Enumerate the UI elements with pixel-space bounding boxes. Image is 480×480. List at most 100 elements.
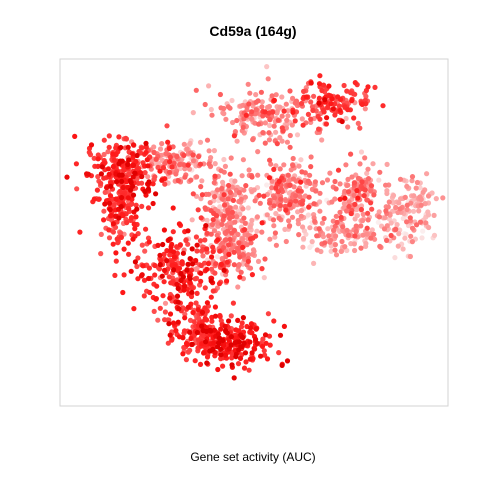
cell-point xyxy=(120,184,126,191)
cell-point xyxy=(319,87,325,94)
cell-point xyxy=(267,116,273,123)
cell-point xyxy=(102,201,108,207)
cell-point xyxy=(98,231,104,237)
cell-point xyxy=(385,204,391,210)
cell-point xyxy=(154,283,160,289)
cell-point xyxy=(278,196,284,202)
cell-point xyxy=(182,174,188,180)
cell-point xyxy=(262,120,268,126)
cell-point xyxy=(101,175,107,181)
cell-point xyxy=(164,123,170,129)
cell-point xyxy=(213,261,219,267)
cell-point xyxy=(139,145,145,151)
cell-point xyxy=(130,192,137,198)
cell-point xyxy=(252,346,258,352)
cell-point xyxy=(187,347,193,353)
cell-point xyxy=(272,230,278,236)
cell-point xyxy=(252,198,258,204)
cell-point xyxy=(353,229,359,235)
cell-point xyxy=(271,223,277,229)
cell-point xyxy=(416,208,422,214)
cell-point xyxy=(363,240,369,247)
cell-point xyxy=(275,117,281,123)
cell-point xyxy=(126,251,132,257)
cell-point xyxy=(334,219,340,225)
cell-point xyxy=(119,195,125,201)
cell-point xyxy=(158,257,164,263)
cell-point xyxy=(198,270,204,276)
cell-point xyxy=(202,205,208,211)
cell-point xyxy=(289,214,296,220)
cell-point xyxy=(290,155,296,162)
cell-point xyxy=(202,237,208,243)
cell-point xyxy=(219,196,225,202)
cell-point xyxy=(215,208,221,214)
cell-point xyxy=(229,355,235,361)
cell-point xyxy=(332,178,338,185)
cell-point xyxy=(215,366,221,373)
cell-point xyxy=(284,139,290,145)
cell-point xyxy=(124,220,130,226)
cell-point xyxy=(409,225,416,231)
cell-point xyxy=(308,154,314,160)
cell-point xyxy=(357,125,363,131)
cell-point xyxy=(261,193,267,199)
cell-point xyxy=(235,231,241,238)
cell-point xyxy=(208,231,214,237)
cell-point xyxy=(248,321,255,327)
cell-point xyxy=(95,174,101,180)
cell-point xyxy=(212,194,218,200)
cell-point xyxy=(116,215,122,221)
cell-point xyxy=(345,182,351,188)
cell-point xyxy=(240,124,246,130)
cell-point xyxy=(229,362,235,368)
cell-point xyxy=(96,196,102,202)
cell-point xyxy=(335,167,342,173)
cell-point xyxy=(228,334,234,340)
cell-point xyxy=(202,101,208,108)
cell-point xyxy=(324,177,331,183)
cell-point xyxy=(190,152,196,158)
cell-point xyxy=(202,315,208,321)
cell-point xyxy=(181,152,187,158)
cell-point xyxy=(204,217,210,223)
cell-point xyxy=(195,307,201,313)
cell-point xyxy=(249,217,255,223)
cell-point xyxy=(118,204,124,210)
cell-point xyxy=(132,226,138,232)
cell-point xyxy=(298,207,305,214)
cell-point xyxy=(220,363,226,369)
cell-point xyxy=(308,164,314,170)
cell-point xyxy=(236,262,242,268)
cell-point xyxy=(234,214,240,220)
cell-point xyxy=(239,320,245,326)
cell-point xyxy=(139,272,145,278)
cell-point xyxy=(223,237,229,243)
cell-point xyxy=(284,358,291,364)
cell-point xyxy=(240,157,246,163)
cell-point xyxy=(183,237,189,243)
cell-point xyxy=(157,305,163,311)
cell-point xyxy=(184,146,190,152)
cell-point xyxy=(170,320,177,326)
cell-point xyxy=(202,305,208,311)
cell-point xyxy=(217,91,223,98)
cell-point xyxy=(160,165,167,171)
cell-point xyxy=(281,323,287,329)
cell-point xyxy=(215,340,222,346)
cell-point xyxy=(198,262,204,269)
cell-point xyxy=(208,278,214,284)
cell-point xyxy=(129,201,135,207)
cell-point xyxy=(214,254,220,260)
cell-point xyxy=(210,244,216,250)
cell-point xyxy=(94,187,100,193)
cell-point xyxy=(181,328,188,334)
cell-point xyxy=(189,341,195,347)
cell-point xyxy=(328,248,334,254)
cell-point xyxy=(95,156,101,162)
cell-point xyxy=(255,149,261,155)
cell-point xyxy=(333,252,340,258)
cell-point xyxy=(152,174,158,180)
cell-point xyxy=(216,335,223,341)
cell-point xyxy=(351,115,357,121)
